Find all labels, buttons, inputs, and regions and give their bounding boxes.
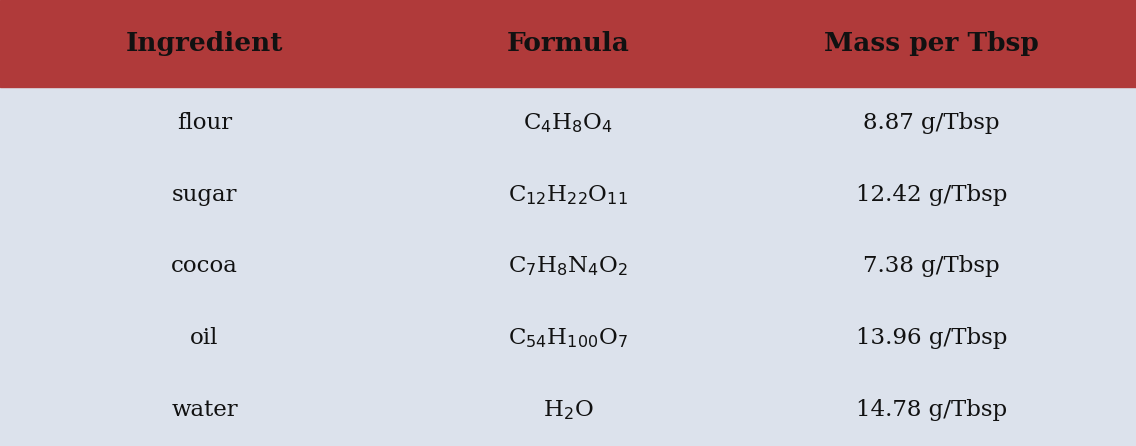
Text: flour: flour (177, 112, 232, 134)
Text: 14.78 g/Tbsp: 14.78 g/Tbsp (855, 399, 1008, 421)
Text: 7.38 g/Tbsp: 7.38 g/Tbsp (863, 256, 1000, 277)
Text: 13.96 g/Tbsp: 13.96 g/Tbsp (855, 327, 1008, 349)
Text: $\mathregular{C}_{4}\mathregular{H}_{8}\mathregular{O}_{4}$: $\mathregular{C}_{4}\mathregular{H}_{8}\… (523, 111, 613, 135)
Text: sugar: sugar (172, 184, 237, 206)
Text: cocoa: cocoa (172, 256, 237, 277)
Text: Ingredient: Ingredient (126, 31, 283, 56)
Text: 8.87 g/Tbsp: 8.87 g/Tbsp (863, 112, 1000, 134)
Text: $\mathregular{C}_{7}\mathregular{H}_{8}\mathregular{N}_{4}\mathregular{O}_{2}$: $\mathregular{C}_{7}\mathregular{H}_{8}\… (508, 255, 628, 278)
Text: water: water (172, 399, 237, 421)
Text: $\mathregular{C}_{12}\mathregular{H}_{22}\mathregular{O}_{11}$: $\mathregular{C}_{12}\mathregular{H}_{22… (508, 183, 628, 206)
Text: oil: oil (191, 327, 218, 349)
Text: 12.42 g/Tbsp: 12.42 g/Tbsp (855, 184, 1008, 206)
Text: $\mathregular{C}_{54}\mathregular{H}_{100}\mathregular{O}_{7}$: $\mathregular{C}_{54}\mathregular{H}_{10… (508, 326, 628, 350)
Bar (0, 0, 1136, 87)
Text: $\mathregular{H}_{2}\mathregular{O}$: $\mathregular{H}_{2}\mathregular{O}$ (543, 398, 593, 422)
Text: Mass per Tbsp: Mass per Tbsp (824, 31, 1039, 56)
Text: Formula: Formula (507, 31, 629, 56)
